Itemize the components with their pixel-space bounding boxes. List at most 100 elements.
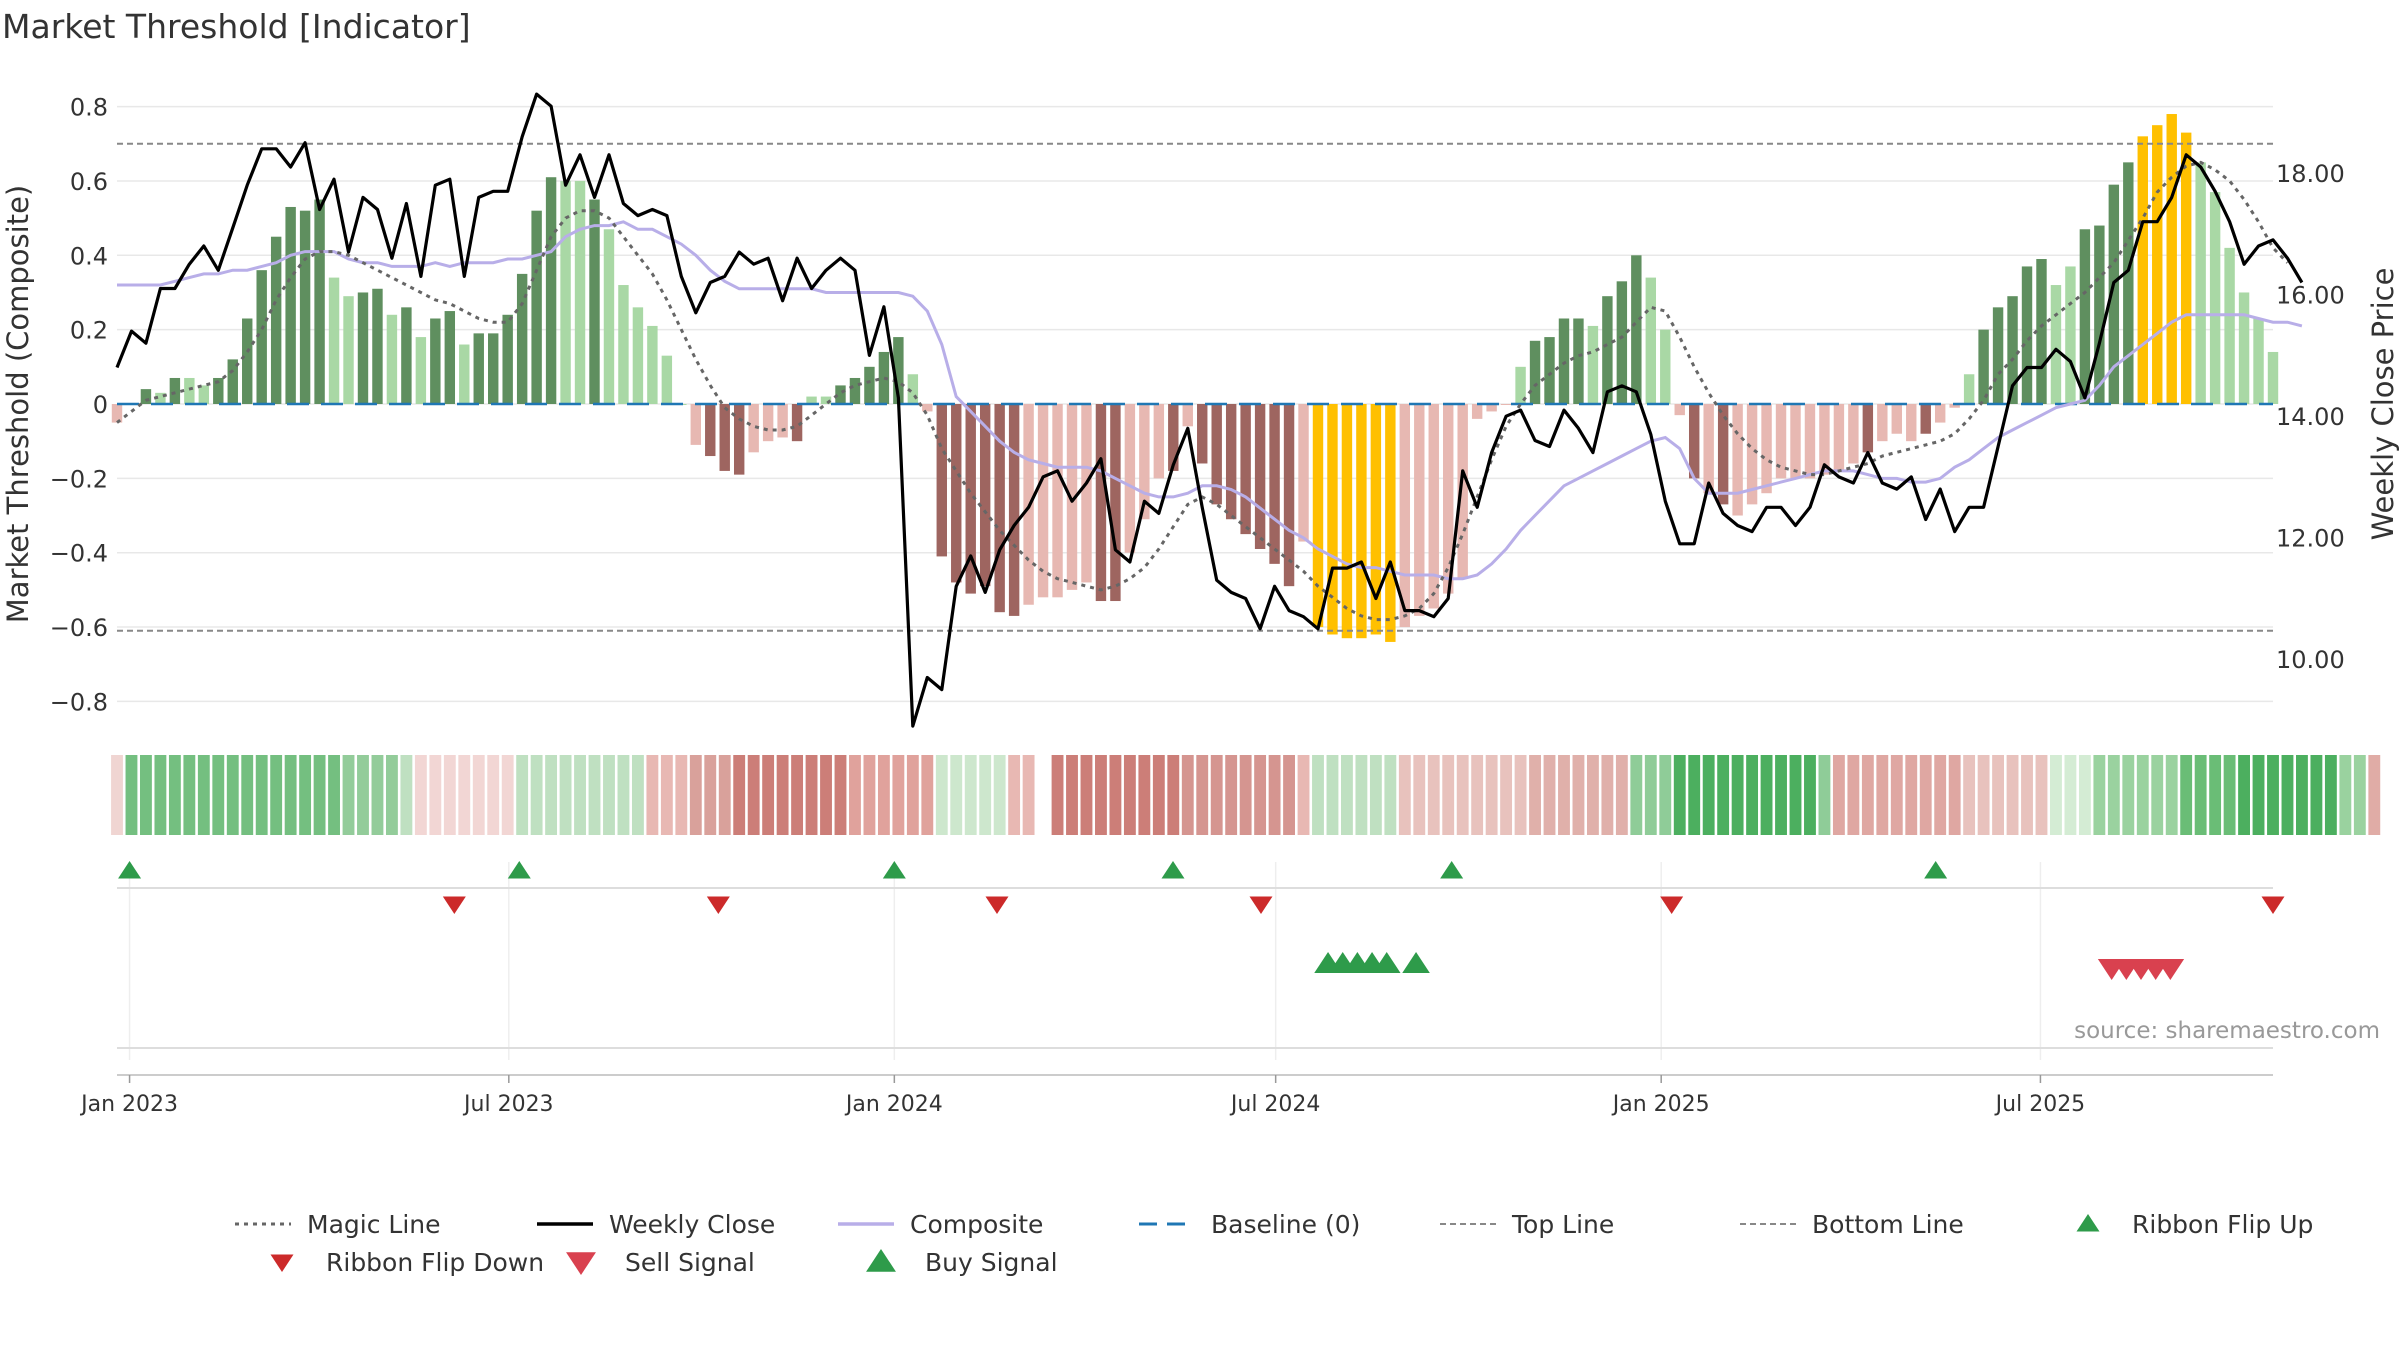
composite-bar xyxy=(1356,404,1367,639)
ribbon-cell xyxy=(371,755,384,835)
y-left-tick-label: −0.6 xyxy=(50,614,108,642)
ribbon-cell xyxy=(1485,755,1498,835)
ribbon-cell xyxy=(1948,755,1961,835)
composite-bar xyxy=(1110,404,1121,602)
ribbon-cell xyxy=(516,755,529,835)
ribbon-cell xyxy=(154,755,167,835)
composite-bar xyxy=(2079,229,2091,404)
composite-bar xyxy=(1081,404,1092,583)
composite-bar xyxy=(1298,404,1309,542)
ribbon-cell xyxy=(1861,755,1874,835)
ribbon-cell xyxy=(1398,755,1411,835)
ribbon-cell xyxy=(2209,755,2222,835)
ribbon-cell xyxy=(1919,755,1932,835)
legend-swatch xyxy=(866,1249,896,1272)
composite-bar xyxy=(1877,404,1888,442)
ribbon-cell xyxy=(472,755,485,835)
ribbon-cell xyxy=(1123,755,1136,835)
ribbon-cell xyxy=(762,755,775,835)
composite-bar xyxy=(1182,404,1193,427)
legend-item: Composite xyxy=(838,1210,1043,1239)
ribbon-cell xyxy=(1297,755,1310,835)
ribbon-cell xyxy=(429,755,442,835)
ribbon-cell xyxy=(2252,755,2265,835)
ribbon-cell xyxy=(849,755,861,835)
ribbon-cell xyxy=(1254,755,1267,835)
ribbon-cell xyxy=(1283,755,1295,835)
composite-bar xyxy=(632,307,644,404)
composite-bar xyxy=(227,359,238,404)
ribbon-cell xyxy=(1500,755,1513,835)
ribbon-cell xyxy=(1239,755,1252,835)
ribbon-cell xyxy=(1529,755,1541,835)
composite-bar xyxy=(1645,277,1657,404)
composite-bar xyxy=(1949,404,1960,408)
legend-item: Sell Signal xyxy=(566,1248,755,1277)
composite-bar xyxy=(1385,404,1396,642)
composite-bar xyxy=(2238,292,2250,404)
composite-bar xyxy=(603,229,615,404)
ribbon-cell xyxy=(1138,755,1151,835)
legend-item: Ribbon Flip Up xyxy=(2076,1210,2313,1239)
ribbon-cell xyxy=(414,755,427,835)
legend-item: Ribbon Flip Down xyxy=(270,1248,544,1277)
ribbon-cell xyxy=(2368,755,2381,835)
composite-bar xyxy=(589,199,600,404)
ribbon-cell xyxy=(1543,755,1556,835)
composite-bar xyxy=(2036,259,2047,404)
legend-label: Ribbon Flip Down xyxy=(326,1248,544,1277)
ribbon-cell xyxy=(2021,755,2033,835)
composite-bar xyxy=(1934,404,1946,423)
composite-bar xyxy=(2209,192,2221,404)
ribbon-cell xyxy=(559,755,572,835)
y-right-tick-label: 10.00 xyxy=(2276,646,2345,674)
composite-bar xyxy=(574,180,586,404)
composite-bar xyxy=(733,404,745,475)
x-axis: Jan 2023 Jul 2023 Jan 2024 Jul 2024 Jan 2025… xyxy=(79,1074,2273,1117)
ribbon-cell xyxy=(1673,755,1686,835)
ribbon-cell xyxy=(328,755,340,835)
composite-bar xyxy=(1008,404,1020,616)
composite-bar xyxy=(502,314,513,404)
ribbon-cell xyxy=(2165,755,2178,835)
ribbon-cell xyxy=(400,755,413,835)
composite-bar xyxy=(1602,296,1613,404)
ribbon-flip-down-marker xyxy=(706,896,730,914)
composite-bar xyxy=(1443,404,1454,594)
composite-bar xyxy=(111,404,123,423)
composite-bar xyxy=(618,285,629,404)
ribbon-cell xyxy=(1181,755,1194,835)
composite-bar xyxy=(213,377,224,404)
ribbon-cell xyxy=(646,755,659,835)
composite-bar xyxy=(1428,404,1439,609)
composite-bar xyxy=(473,333,484,404)
buy-signal-marker xyxy=(1402,952,1430,973)
composite-bar xyxy=(1819,404,1830,475)
composite-bar xyxy=(1037,404,1049,598)
ribbon-cell xyxy=(1717,755,1730,835)
ribbon-cell xyxy=(1268,755,1281,835)
composite-bar xyxy=(1529,340,1541,404)
ribbon-cell xyxy=(1630,755,1643,835)
ribbon-cell xyxy=(1196,755,1209,835)
composite-bar xyxy=(1978,329,1989,404)
ribbon-cell xyxy=(1977,755,1990,835)
composite-bar xyxy=(965,404,976,594)
ribbon-flip-down-marker xyxy=(1249,896,1273,914)
ribbon-cell xyxy=(1066,755,1078,835)
chart-title: Market Threshold [Indicator] xyxy=(2,7,471,46)
ribbon-cell xyxy=(197,755,210,835)
signal-panel xyxy=(117,861,2285,1060)
ribbon-cell xyxy=(747,755,760,835)
composite-bar xyxy=(444,311,456,404)
composite-bar xyxy=(864,366,875,404)
ribbon-cell xyxy=(993,755,1006,835)
composite-bar xyxy=(386,314,398,404)
ribbon-cell xyxy=(906,755,919,835)
ribbon-cell xyxy=(791,755,804,835)
ribbon-cell xyxy=(226,755,239,835)
composite-bar xyxy=(1312,404,1324,628)
y-left-tick-label: −0.8 xyxy=(50,688,108,716)
ribbon-cell xyxy=(1109,755,1122,835)
ribbon-cell xyxy=(1905,755,1918,835)
